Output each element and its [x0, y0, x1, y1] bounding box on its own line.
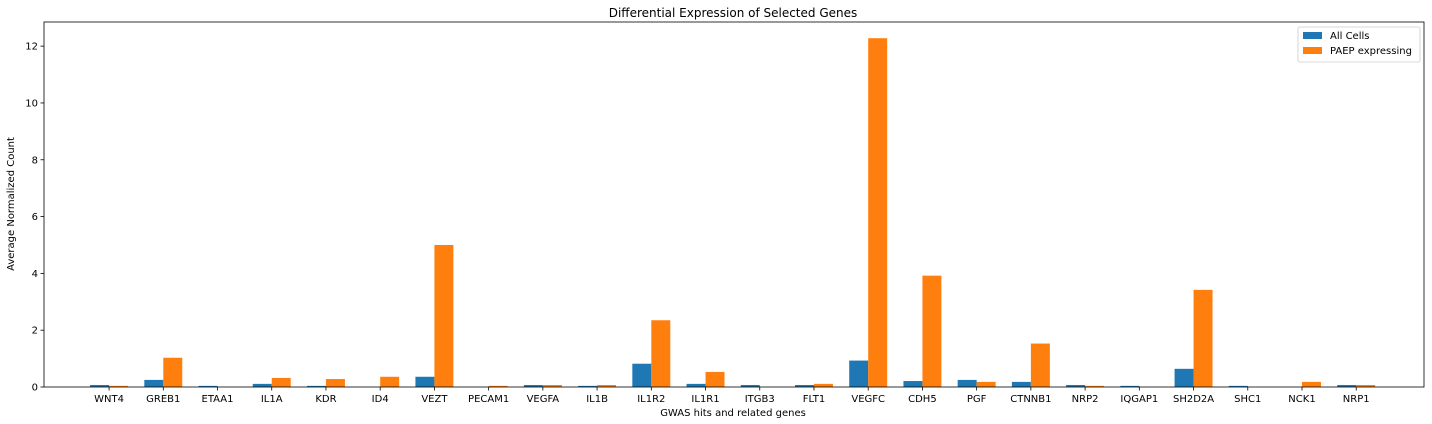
- x-tick-label-iqgap1: IQGAP1: [1120, 394, 1158, 405]
- x-tick-label-nrp2: NRP2: [1072, 394, 1099, 405]
- bar-paep-expressing-wnt4: [109, 385, 129, 387]
- bar-paep-expressing-pecam1: [488, 385, 508, 387]
- bar-all-cells-wnt4: [90, 385, 110, 387]
- x-tick-label-pgf: PGF: [967, 394, 987, 405]
- plot-frame: [43, 21, 1425, 388]
- x-tick-label-id4: ID4: [372, 394, 389, 405]
- y-tick-label: 8: [32, 155, 38, 166]
- legend-swatch-all-cells: [1303, 32, 1322, 39]
- x-tick-label-ctnnb1: CTNNB1: [1010, 394, 1051, 405]
- x-tick-label-il1r2: IL1R2: [637, 394, 665, 405]
- bar-paep-expressing-nrp2: [1085, 385, 1105, 387]
- y-tick-label: 2: [32, 326, 38, 337]
- bar-all-cells-kdr: [306, 385, 326, 387]
- y-tick-label: 6: [32, 212, 38, 223]
- y-tick-label: 12: [25, 42, 38, 53]
- x-tick-label-il1b: IL1B: [586, 394, 608, 405]
- bar-paep-expressing-greb1: [163, 357, 183, 387]
- legend-box: [1297, 26, 1421, 63]
- bar-all-cells-etaa1: [198, 385, 218, 387]
- bar-all-cells-vegfc: [849, 360, 869, 387]
- x-tick-label-il1a: IL1A: [261, 394, 283, 405]
- bar-paep-expressing-vegfc: [868, 38, 888, 387]
- bar-paep-expressing-sh2d2a: [1193, 289, 1213, 387]
- bar-paep-expressing-il1r2: [651, 320, 671, 387]
- y-tick-label: 10: [25, 98, 38, 109]
- bar-paep-expressing-il1r1: [705, 371, 725, 387]
- bar-paep-expressing-nck1: [1302, 381, 1321, 387]
- bar-all-cells-vezt: [415, 376, 435, 387]
- bar-paep-expressing-kdr: [325, 379, 345, 387]
- x-tick-label-cdh5: CDH5: [908, 394, 937, 405]
- bar-all-cells-nrp2: [1066, 385, 1086, 387]
- x-tick-label-flt1: FLT1: [803, 394, 825, 405]
- x-tick-label-shc1: SHC1: [1234, 394, 1261, 405]
- bar-paep-expressing-il1a: [271, 377, 291, 387]
- bar-all-cells-il1r2: [632, 363, 652, 387]
- x-tick-label-etaa1: ETAA1: [202, 394, 234, 405]
- x-tick-label-vegfa: VEGFA: [527, 394, 560, 405]
- bar-all-cells-iqgap1: [1120, 385, 1140, 387]
- x-tick-label-kdr: KDR: [315, 394, 336, 405]
- x-tick-label-vezt: VEZT: [421, 394, 448, 405]
- bar-all-cells-nrp1: [1337, 385, 1357, 387]
- bar-paep-expressing-il1b: [597, 385, 617, 387]
- bar-all-cells-shc1: [1228, 385, 1248, 387]
- x-tick-label-nrp1: NRP1: [1343, 394, 1370, 405]
- bars-layer: [90, 38, 1376, 387]
- x-tick-label-vegfc: VEGFC: [851, 394, 885, 405]
- legend-label-all-cells: All Cells: [1330, 31, 1369, 42]
- x-tick-label-itgb3: ITGB3: [745, 394, 775, 405]
- x-tick-label-sh2d2a: SH2D2A: [1173, 394, 1214, 405]
- x-axis-label: GWAS hits and related genes: [660, 408, 806, 419]
- y-tick-label: 0: [32, 383, 38, 394]
- x-tick-label-nck1: NCK1: [1288, 394, 1315, 405]
- legend: All Cells PAEP expressing: [1297, 26, 1421, 63]
- bar-all-cells-il1b: [578, 385, 598, 387]
- bar-paep-expressing-vezt: [434, 244, 454, 387]
- bar-paep-expressing-cdh5: [922, 275, 942, 387]
- bar-all-cells-cdh5: [903, 381, 923, 387]
- bar-paep-expressing-ctnnb1: [1030, 343, 1050, 387]
- x-tick-label-pecam1: PECAM1: [468, 394, 509, 405]
- y-tick-label: 4: [32, 269, 38, 280]
- bar-all-cells-itgb3: [740, 385, 760, 387]
- bar-all-cells-pgf: [957, 379, 977, 387]
- bar-paep-expressing-nrp1: [1356, 385, 1376, 387]
- bar-all-cells-il1r1: [686, 383, 706, 387]
- x-tick-label-il1r1: IL1R1: [691, 394, 719, 405]
- bar-all-cells-il1a: [252, 383, 272, 387]
- legend-swatch-paep-expressing: [1303, 47, 1322, 54]
- x-tick-label-greb1: GREB1: [146, 394, 180, 405]
- y-axis-label: Average Normalized Count: [6, 137, 17, 271]
- bar-all-cells-ctnnb1: [1011, 381, 1031, 387]
- bar-all-cells-vegfa: [523, 385, 543, 387]
- bar-all-cells-flt1: [795, 385, 814, 387]
- bar-paep-expressing-id4: [380, 376, 400, 387]
- bar-all-cells-sh2d2a: [1174, 368, 1194, 387]
- x-tick-label-wnt4: WNT4: [94, 394, 124, 405]
- bar-paep-expressing-pgf: [976, 381, 996, 387]
- bar-paep-expressing-vegfa: [542, 385, 562, 387]
- axes-layer: 0 2 4 6 8 10 12 WNT4 GREB1 ETAA1 IL1A KDR ID4 VEZT PEC…: [25, 21, 1425, 405]
- bar-paep-expressing-flt1: [813, 383, 833, 387]
- chart-title: Differential Expression of Selected Gene…: [609, 6, 858, 20]
- bar-all-cells-greb1: [144, 379, 164, 387]
- legend-label-paep-expressing: PAEP expressing: [1330, 46, 1412, 57]
